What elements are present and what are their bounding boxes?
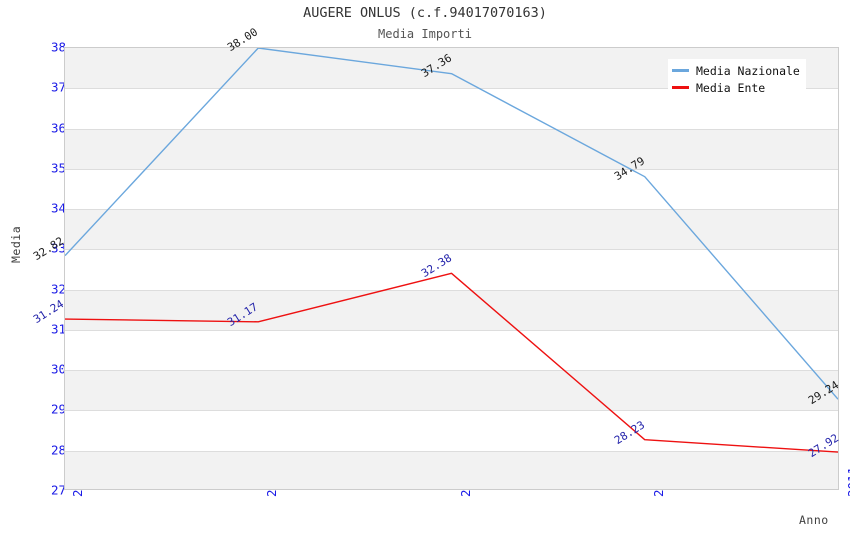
y-axis-tick-label: 34 [50,200,66,216]
background-band [65,289,838,330]
x-axis-tick-label: 2011 [845,466,850,497]
y-axis-tick-label: 29 [50,401,66,417]
background-band [65,128,838,169]
legend-item-media-ente[interactable]: Media Ente [672,79,800,96]
legend-item-media-nazionale[interactable]: Media Nazionale [672,62,800,79]
gridline [65,330,838,331]
plot-area [64,47,839,490]
gridline [65,129,838,130]
x-axis-title: Anno [799,513,829,527]
background-band [65,450,838,489]
background-band [65,209,838,250]
data-point-label: 32.82 [31,234,67,263]
line-media-ente [65,272,838,453]
gridline [65,249,838,250]
gridline [65,370,838,371]
gridline [65,88,838,89]
line-media-nazionale [65,48,838,400]
y-axis-tick-label: 36 [50,120,66,136]
gridline [65,209,838,210]
y-axis-tick-label: 31 [50,321,66,337]
chart-subtitle: Media Importi [378,27,472,41]
gridline [65,410,838,411]
y-axis-tick-label: 30 [50,361,66,377]
y-axis-tick-label: 33 [50,240,66,256]
background-band [65,370,838,411]
chart-legend: Media Nazionale Media Ente [668,59,806,100]
gridline [65,451,838,452]
legend-item-label: Media Nazionale [696,63,800,78]
y-axis-tick-label: 28 [50,442,66,458]
y-axis-tick-label: 35 [50,160,66,176]
y-axis-tick-label: 38 [50,39,66,55]
y-axis-tick-label: 37 [50,79,66,95]
y-axis-tick-label: 27 [50,482,66,498]
gridline [65,290,838,291]
y-axis-tick-label: 32 [50,281,66,297]
legend-item-label: Media Ente [696,80,766,95]
gridline [65,169,838,170]
series-lines [65,48,838,453]
y-axis-title: Media [9,225,23,263]
chart-title: AUGERE ONLUS (c.f.94017070163) [303,5,547,21]
legend-swatch-icon [672,86,689,89]
legend-swatch-icon [672,69,689,72]
